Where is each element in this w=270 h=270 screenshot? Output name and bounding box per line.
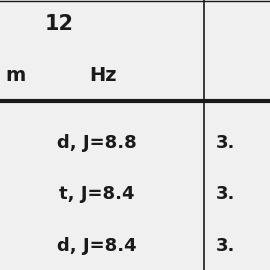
- Text: 12: 12: [45, 14, 74, 34]
- Text: t, J=8.4: t, J=8.4: [59, 185, 135, 203]
- Text: Hz: Hz: [89, 66, 116, 85]
- Text: m: m: [5, 66, 26, 85]
- Text: 3.: 3.: [216, 134, 235, 152]
- Text: 3.: 3.: [216, 237, 235, 255]
- Text: d, J=8.4: d, J=8.4: [58, 237, 137, 255]
- Text: d, J=8.8: d, J=8.8: [57, 134, 137, 152]
- Text: 3.: 3.: [216, 185, 235, 203]
